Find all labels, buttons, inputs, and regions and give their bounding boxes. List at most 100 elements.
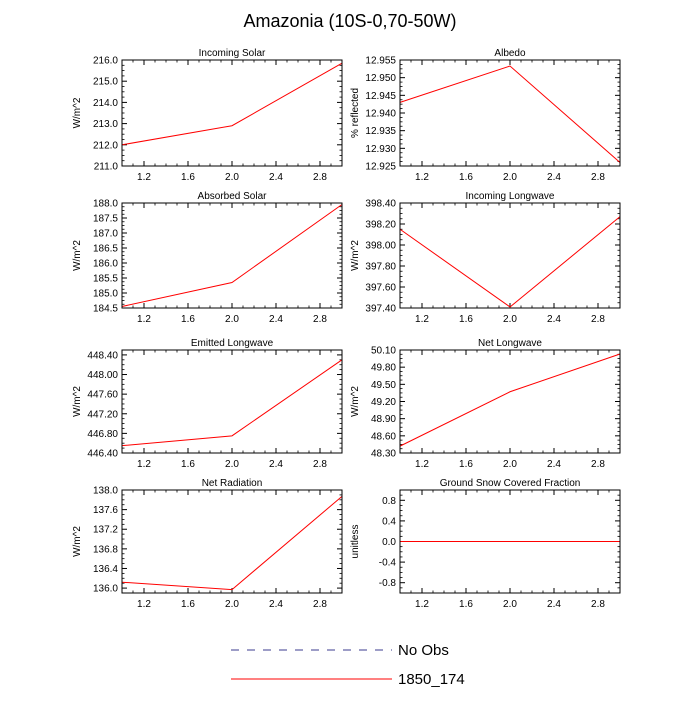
y-tick-label: 398.20 — [365, 220, 396, 231]
x-tick-label: 1.2 — [137, 459, 151, 470]
legend: No Obs 1850_174 — [231, 642, 465, 688]
x-tick-label: 1.6 — [181, 459, 195, 470]
y-tick-label: 212.0 — [93, 140, 118, 151]
x-tick-label: 2.4 — [547, 599, 561, 610]
y-tick-label: 447.20 — [87, 409, 118, 420]
plot-frame — [399, 349, 621, 454]
y-axis-label: W/m^2 — [72, 240, 83, 271]
panels: Incoming Solar W/m^2 1.2 1.6 2.0 2.4 2.8 211.0 2… — [72, 48, 621, 610]
y-tick-label: 214.0 — [93, 98, 118, 109]
y-tick-label: 187.5 — [93, 214, 118, 225]
x-tick-label: 2.0 — [503, 314, 517, 325]
panel-title: Incoming Longwave — [466, 191, 555, 202]
panel-title: Net Radiation — [202, 478, 263, 489]
y-tick-label: 12.930 — [365, 144, 396, 155]
y-tick-label: 397.60 — [365, 283, 396, 294]
plot-frame — [121, 202, 343, 309]
y-tick-label: 446.80 — [87, 429, 118, 440]
x-tick-label: 1.6 — [181, 172, 195, 183]
plot-frame — [399, 489, 621, 594]
x-tick-label: 1.2 — [415, 314, 429, 325]
y-tick-label: 186.5 — [93, 244, 118, 255]
y-tick-label: 211.0 — [94, 162, 119, 173]
x-tick-label: 1.2 — [137, 314, 151, 325]
panel-ground-snow-covered-fraction: Ground Snow Covered Fraction unitless 1.2 1… — [350, 478, 621, 610]
panel-absorbed-solar: Absorbed Solar W/m^2 1.2 1.6 2.0 2.4 2.8 184.5 1… — [72, 191, 343, 325]
panel-title: Net Longwave — [478, 338, 542, 349]
y-tick-label: 137.2 — [93, 525, 118, 536]
x-tick-label: 2.8 — [313, 314, 327, 325]
legend-label-no-obs: No Obs — [398, 642, 449, 659]
y-tick-label: 12.945 — [365, 91, 396, 102]
x-tick-label: 2.4 — [547, 314, 561, 325]
y-tick-label: 0.8 — [382, 496, 396, 507]
y-tick-label: 48.90 — [371, 414, 396, 425]
plot-frame — [121, 489, 343, 594]
y-tick-label: -0.4 — [379, 558, 397, 569]
plot-frame — [121, 59, 343, 167]
y-tick-label: 448.40 — [87, 350, 118, 361]
y-tick-label: 187.0 — [93, 229, 118, 240]
y-tick-label: 136.8 — [93, 544, 118, 555]
x-tick-label: 2.0 — [225, 459, 239, 470]
x-tick-label: 2.4 — [269, 459, 283, 470]
y-tick-label: 50.10 — [371, 346, 396, 357]
series-line-1850-174 — [121, 359, 343, 447]
y-tick-label: 446.40 — [87, 449, 118, 460]
x-tick-label: 1.2 — [415, 459, 429, 470]
y-axis-label: unitless — [350, 525, 361, 559]
x-tick-label: 2.8 — [313, 599, 327, 610]
panel-title: Albedo — [494, 48, 526, 59]
y-tick-label: 448.00 — [87, 370, 118, 381]
series-line-1850-174 — [399, 216, 621, 308]
y-tick-label: 48.60 — [371, 431, 396, 442]
y-tick-label: 12.950 — [365, 73, 396, 84]
y-tick-label: 397.40 — [365, 304, 396, 315]
y-axis-label: W/m^2 — [350, 240, 361, 271]
x-tick-label: 2.0 — [225, 599, 239, 610]
x-tick-label: 1.6 — [459, 599, 473, 610]
panel-albedo: Albedo % reflected 1.2 1.6 2.0 2.4 2.8 12.925 12… — [350, 48, 621, 183]
panel-title: Incoming Solar — [199, 48, 266, 59]
panel-title: Absorbed Solar — [198, 191, 268, 202]
y-tick-label: 0.4 — [382, 516, 396, 527]
y-tick-label: 12.935 — [365, 126, 396, 137]
y-tick-label: 215.0 — [93, 77, 118, 88]
series-line-1850-174 — [399, 353, 621, 447]
y-tick-label: 398.40 — [365, 199, 396, 210]
y-tick-label: 12.925 — [365, 162, 396, 173]
y-tick-label: 188.0 — [93, 199, 118, 210]
panel-incoming-solar: Incoming Solar W/m^2 1.2 1.6 2.0 2.4 2.8 211.0 2… — [72, 48, 343, 183]
series-line-1850-174 — [121, 204, 343, 307]
y-tick-label: 216.0 — [93, 56, 118, 67]
x-tick-label: 1.6 — [181, 599, 195, 610]
series-line-1850-174 — [399, 65, 621, 163]
y-axis-label: W/m^2 — [72, 526, 83, 557]
series-line-1850-174 — [121, 62, 343, 146]
legend-label-1850-174: 1850_174 — [398, 671, 465, 688]
x-tick-label: 2.4 — [269, 599, 283, 610]
panel-incoming-longwave: Incoming Longwave W/m^2 1.2 1.6 2.0 2.4 2.8 397… — [350, 191, 621, 325]
x-tick-label: 2.0 — [225, 314, 239, 325]
x-tick-label: 1.6 — [181, 314, 195, 325]
y-tick-label: 184.5 — [93, 304, 118, 315]
x-tick-label: 2.4 — [547, 459, 561, 470]
figure-title: Amazonia (10S-0,70-50W) — [243, 11, 456, 31]
x-tick-label: 1.2 — [415, 172, 429, 183]
y-tick-label: 12.940 — [365, 109, 396, 120]
panel-title: Emitted Longwave — [191, 338, 274, 349]
x-tick-label: 2.8 — [591, 599, 605, 610]
y-tick-label: 185.5 — [93, 274, 118, 285]
y-axis-label: W/m^2 — [350, 386, 361, 417]
y-axis-label: W/m^2 — [72, 386, 83, 417]
y-tick-label: 49.50 — [371, 380, 396, 391]
y-tick-label: 0.0 — [382, 537, 396, 548]
y-tick-label: 48.30 — [371, 449, 396, 460]
y-tick-label: 136.0 — [93, 584, 118, 595]
x-tick-label: 1.6 — [459, 459, 473, 470]
y-tick-label: 138.0 — [93, 486, 118, 497]
x-tick-label: 2.0 — [225, 172, 239, 183]
y-tick-label: 12.955 — [365, 56, 396, 67]
series-line-1850-174 — [121, 495, 343, 591]
x-tick-label: 2.8 — [591, 314, 605, 325]
